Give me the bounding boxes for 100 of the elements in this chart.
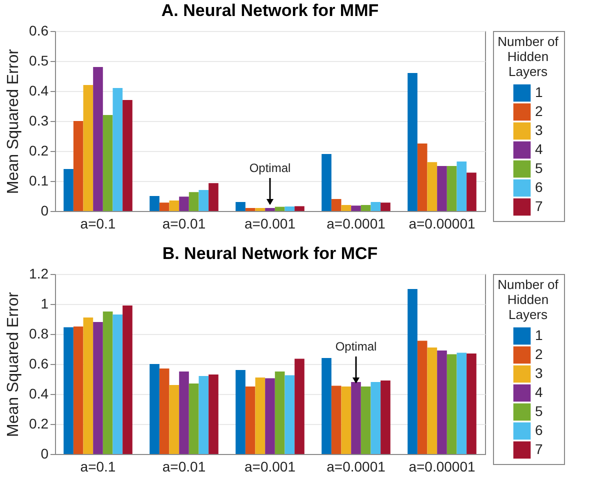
y-tick-label: 0.2 <box>29 416 49 432</box>
bar <box>341 386 352 454</box>
bar <box>159 202 170 211</box>
bar <box>265 378 275 454</box>
x-tick-label: a=0.1 <box>80 216 116 232</box>
bar <box>159 368 170 454</box>
bar <box>417 340 428 454</box>
legend-label: 7 <box>535 441 543 457</box>
x-tick-label: a=0.00001 <box>408 458 476 474</box>
bar <box>245 386 256 454</box>
bar <box>427 348 438 454</box>
bar <box>112 88 123 211</box>
bar <box>179 196 189 211</box>
bar <box>380 202 390 211</box>
y-tick-label: 0.8 <box>29 326 49 342</box>
bar <box>408 289 418 454</box>
bar <box>427 162 438 211</box>
bar <box>150 196 160 211</box>
bar <box>360 205 371 211</box>
bar <box>408 73 418 211</box>
bar <box>437 350 447 454</box>
bar <box>245 208 256 211</box>
bar <box>351 206 361 211</box>
legend-title: Number of Hidden Layers <box>498 277 559 322</box>
y-tick-label: 1.2 <box>29 266 49 282</box>
legend-label: 6 <box>535 179 543 195</box>
y-tick-label: 0.4 <box>29 386 49 402</box>
bar <box>188 384 199 454</box>
y-tick-label: 0 <box>40 446 49 462</box>
bar <box>83 318 94 454</box>
bar <box>274 206 285 211</box>
bar <box>466 172 476 211</box>
bar <box>112 314 123 454</box>
bar <box>255 208 266 211</box>
legend-label: 4 <box>535 384 543 400</box>
chart-title: A. Neural Network for MMF <box>161 1 379 20</box>
bar <box>341 205 352 211</box>
x-tick-label: a=0.001 <box>244 458 296 474</box>
legend-label: 2 <box>535 103 543 119</box>
annotation: Optimal <box>249 161 291 175</box>
legend-label: 4 <box>535 141 543 157</box>
y-tick-label: 0.1 <box>29 172 49 188</box>
bar <box>360 386 371 454</box>
y-tick-label: 0.3 <box>29 112 49 128</box>
bar <box>64 327 74 454</box>
bar <box>102 115 113 211</box>
x-tick-label: a=0.001 <box>244 216 296 232</box>
legend-label: 1 <box>535 84 543 100</box>
bar <box>284 206 295 211</box>
x-tick-label: a=0.0001 <box>326 458 386 474</box>
chart-title: B. Neural Network for MCF <box>162 244 378 263</box>
bar <box>274 372 285 454</box>
bar <box>437 166 447 211</box>
bar <box>370 202 381 211</box>
bar <box>102 312 113 454</box>
bar <box>93 67 103 211</box>
bar <box>322 154 332 211</box>
bar <box>294 206 304 211</box>
legend-label: 3 <box>535 122 543 138</box>
bar <box>380 380 390 454</box>
y-axis-title: Mean Squared Error <box>5 291 22 437</box>
y-tick-label: 0.6 <box>29 22 49 38</box>
bar <box>446 166 457 211</box>
bar <box>169 385 180 454</box>
bar <box>198 190 209 211</box>
bar <box>122 306 132 454</box>
bar <box>169 200 180 211</box>
legend-label: 3 <box>535 365 543 381</box>
annotation: Optimal <box>335 340 377 354</box>
bar <box>294 358 304 454</box>
bar <box>322 358 332 454</box>
bar <box>456 162 467 211</box>
y-axis-title: Mean Squared Error <box>5 48 22 194</box>
bar <box>255 378 266 454</box>
y-tick-label: 0.5 <box>29 52 49 68</box>
bar <box>208 374 218 454</box>
legend-label: 6 <box>535 422 543 438</box>
bar <box>83 85 94 211</box>
y-tick-label: 0 <box>40 202 49 218</box>
x-tick-label: a=0.01 <box>162 216 206 232</box>
bar <box>198 376 209 454</box>
bar <box>331 386 342 454</box>
legend-label: 2 <box>535 346 543 362</box>
y-tick-label: 0.6 <box>29 356 49 372</box>
legend-label: 1 <box>535 327 543 343</box>
x-tick-label: a=0.00001 <box>408 216 476 232</box>
bar <box>179 372 189 454</box>
bar <box>236 202 246 211</box>
bar <box>265 208 275 211</box>
legend-label: 5 <box>535 160 543 176</box>
bar <box>446 354 457 454</box>
bar <box>417 144 428 211</box>
bar <box>73 121 84 211</box>
bar <box>93 322 103 454</box>
bar <box>466 354 476 454</box>
bar <box>284 375 295 454</box>
legend-label: 7 <box>535 198 543 214</box>
bar <box>73 326 84 454</box>
x-tick-label: a=0.1 <box>80 458 116 474</box>
y-tick-label: 0.2 <box>29 142 49 158</box>
